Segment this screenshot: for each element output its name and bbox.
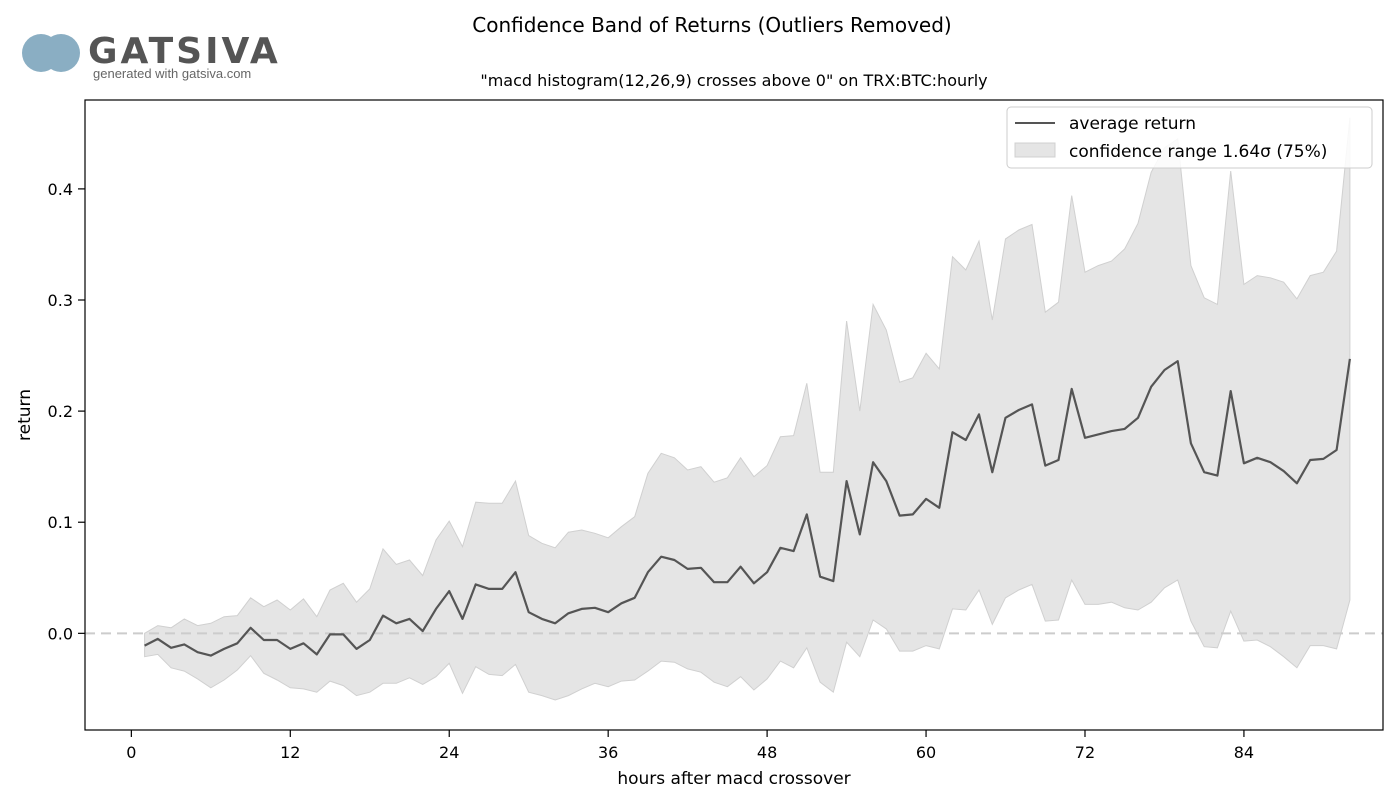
logo-wordmark: GATSIVA — [88, 31, 281, 72]
x-tick-label: 48 — [757, 743, 777, 762]
y-axis-label: return — [15, 389, 35, 441]
x-tick-label: 24 — [439, 743, 459, 762]
x-tick-label: 12 — [280, 743, 300, 762]
legend: average return confidence range 1.64σ (7… — [1006, 106, 1373, 169]
x-axis-label: hours after macd crossover — [617, 769, 850, 789]
x-tick-label: 36 — [598, 743, 618, 762]
y-axis-ticks: 0.0 0.1 0.2 0.3 0.4 — [48, 180, 85, 643]
y-tick-label: 0.1 — [48, 513, 73, 532]
legend-average-label: average return — [1069, 114, 1196, 134]
x-axis-ticks: 0 12 24 36 48 60 72 84 — [126, 730, 1254, 762]
y-tick-label: 0.0 — [48, 624, 73, 643]
x-tick-label: 60 — [916, 743, 936, 762]
x-tick-label: 72 — [1075, 743, 1095, 762]
y-tick-label: 0.2 — [48, 402, 73, 421]
gatsiva-logo: GATSIVA generated with gatsiva.com — [20, 32, 280, 84]
chart-subtitle: "macd histogram(12,26,9) crosses above 0… — [480, 71, 987, 90]
legend-band-swatch — [1014, 142, 1056, 158]
chart-title: Confidence Band of Returns (Outliers Rem… — [472, 13, 951, 37]
logo-tagline: generated with gatsiva.com — [93, 66, 252, 81]
legend-band-label: confidence range 1.64σ (75%) — [1069, 142, 1327, 162]
axes-frame — [84, 99, 1384, 731]
legend-box — [1006, 106, 1373, 169]
plot-area — [84, 99, 1384, 731]
confidence-band-area — [144, 117, 1351, 701]
y-tick-label: 0.3 — [48, 291, 73, 310]
logo-circle-right — [42, 34, 80, 72]
y-tick-label: 0.4 — [48, 180, 73, 199]
average-return-line — [144, 358, 1351, 657]
x-tick-label: 0 — [126, 743, 136, 762]
x-tick-label: 84 — [1234, 743, 1254, 762]
